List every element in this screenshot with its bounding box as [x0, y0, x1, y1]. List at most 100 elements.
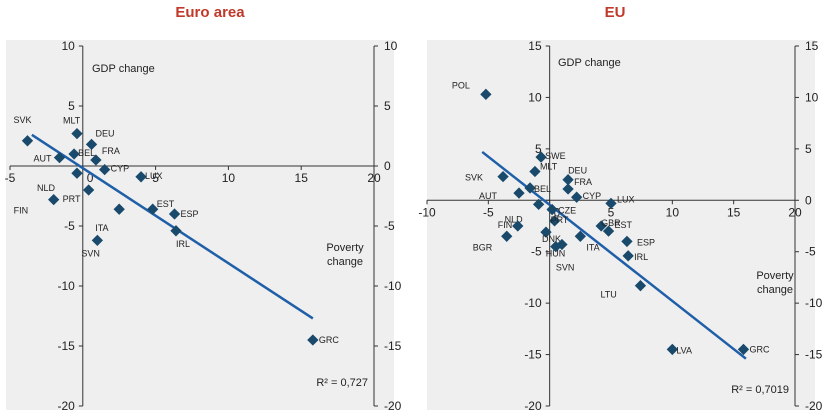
eu-point-bel [524, 182, 536, 194]
eu-point-label-hun: HUN [546, 249, 566, 259]
ea-ytick-label-right: 5 [384, 99, 391, 113]
ea-trend-line [31, 133, 314, 320]
eu-point-label-pol: POL [452, 80, 470, 90]
eu-point-gbr [595, 220, 607, 232]
ea-point-label-prt: PRT [63, 194, 81, 204]
eu-point-aut [513, 187, 525, 199]
eu-point-label-bel: BEL [534, 184, 551, 194]
ea-point-label-irl: IRL [176, 239, 190, 249]
eu-point-nld [532, 198, 545, 211]
eu-ytick-label-left: -20 [524, 399, 542, 413]
ea-point-label-svk: SVK [13, 115, 31, 125]
ea-point-label-mlt: MLT [63, 116, 81, 126]
ea-point-label-bel: BEL [78, 148, 95, 158]
ea-xtick-label: 5 [152, 171, 159, 185]
eu-ytick-label-left: -5 [531, 245, 542, 259]
eu-ytick-label-left: 15 [528, 39, 542, 53]
eu-point-label-prt: PRT [551, 215, 569, 225]
ea-point-label-esp: ESP [181, 209, 199, 219]
ea-point-esp [168, 208, 181, 220]
eu-ytick-label-right: -5 [805, 245, 816, 259]
eu-point-est [602, 225, 615, 237]
eu-point-bgr [501, 230, 513, 242]
ea-ytick-label-right: -20 [384, 399, 402, 413]
eu-point-irl [622, 250, 634, 262]
eu-title: EU [604, 4, 626, 21]
eu-point-ita [574, 230, 586, 242]
ea-ytick-label-left: 5 [68, 99, 75, 113]
ea-xtick-label-zero: 0 [87, 171, 94, 185]
eu-ytick-label-left: 10 [528, 90, 542, 104]
eu-point-svn [556, 238, 568, 251]
eu-point-deu [562, 174, 574, 186]
ea-xtick-label: -5 [5, 171, 16, 185]
eu-point-label-bgr: BGR [473, 242, 493, 252]
ea-xtick-label: 15 [295, 171, 309, 185]
eu-xtick-label: 20 [788, 205, 802, 219]
ea-point-label-svn: SVN [81, 248, 100, 258]
ea-point-label-fra: FRA [102, 146, 120, 156]
ea-ytick-label-right: -10 [384, 279, 402, 293]
eu-point-label-deu: DEU [568, 166, 587, 176]
eu-ytick-label-right: -10 [805, 296, 823, 310]
eu-r2-label: R² = 0,7019 [731, 384, 789, 396]
eu-point-ltu [634, 280, 647, 292]
eu-point-cyp [570, 191, 583, 203]
eu-point-label-grc: GRC [749, 344, 770, 354]
eu-point-fra [562, 183, 574, 195]
eu-point-cze [546, 203, 558, 216]
ea-point-irl [170, 225, 182, 237]
euro-area-title: Euro area [175, 4, 245, 21]
eu-xtick-label: 5 [608, 205, 615, 219]
eu-point-label-irl: IRL [634, 252, 648, 262]
ea-xtick-label: 20 [367, 171, 381, 185]
eu-point-label-dnk: DNK [542, 234, 561, 244]
eu-point-label-lva: LVA [676, 345, 692, 355]
eu-point-esp [621, 235, 633, 248]
ea-ytick-label-left: -20 [57, 399, 75, 413]
ea-point-label-deu: DEU [96, 128, 115, 138]
ea-x-axis-label-line1: Poverty [326, 242, 364, 254]
ea-point-label-aut: AUT [34, 154, 53, 164]
eu-ytick-label-right: 0 [805, 193, 812, 207]
ea-point-label-cyp: CYP [111, 164, 130, 174]
eu-point-label-cze: CZE [558, 206, 576, 216]
eu-ytick-label-right: 5 [805, 142, 812, 156]
eu-ytick-label-right: 10 [805, 90, 819, 104]
ea-ytick-label-right: 10 [384, 39, 398, 53]
eu-xtick-label: -5 [483, 205, 494, 219]
ea-ytick-label-left: -10 [57, 279, 75, 293]
ea-r2-label: R² = 0,727 [316, 377, 368, 389]
ea-ytick-label-left: 10 [61, 39, 75, 53]
eu-xtick-label: 15 [727, 205, 741, 219]
ea-point-label-fin: FIN [14, 206, 29, 216]
eu-ytick-label-left: -10 [524, 296, 542, 310]
eu-ytick-label-right: -20 [805, 399, 823, 413]
ea-point-fin [48, 193, 60, 206]
ea-point-lux [135, 171, 147, 183]
eu-xtick-label: -10 [418, 205, 436, 219]
ea-point-label-lux: LUX [145, 171, 163, 181]
eu-point-label-fra: FRA [574, 177, 592, 187]
eu-ytick-label-right: -15 [805, 348, 823, 362]
eu-point-grc [737, 343, 750, 356]
eu-point-label-svn: SVN [556, 263, 575, 273]
ea-point-label-ita: ITA [95, 223, 108, 233]
eu-ytick-label-left: 5 [535, 142, 542, 156]
eu-point-mlt [529, 165, 541, 178]
eu-x-axis-label-line2: change [757, 284, 793, 296]
eu-point-dnk [540, 226, 552, 238]
eu-point-label-mlt: MLT [540, 161, 558, 171]
ea-x-axis-label-line2: change [327, 256, 363, 268]
ea-panel-background [6, 40, 394, 410]
ea-point-grc [307, 334, 319, 346]
ea-ytick-label-right: -5 [384, 219, 395, 233]
eu-point-svk [497, 170, 509, 183]
ea-ytick-label-left: -5 [64, 219, 75, 233]
ea-point-label-grc: GRC [319, 335, 340, 345]
eu-panel-background [427, 40, 815, 410]
eu-point-label-svk: SVK [465, 173, 483, 183]
eu-point-label-est: EST [615, 220, 633, 230]
eu-point-label-swe: SWE [545, 151, 566, 161]
